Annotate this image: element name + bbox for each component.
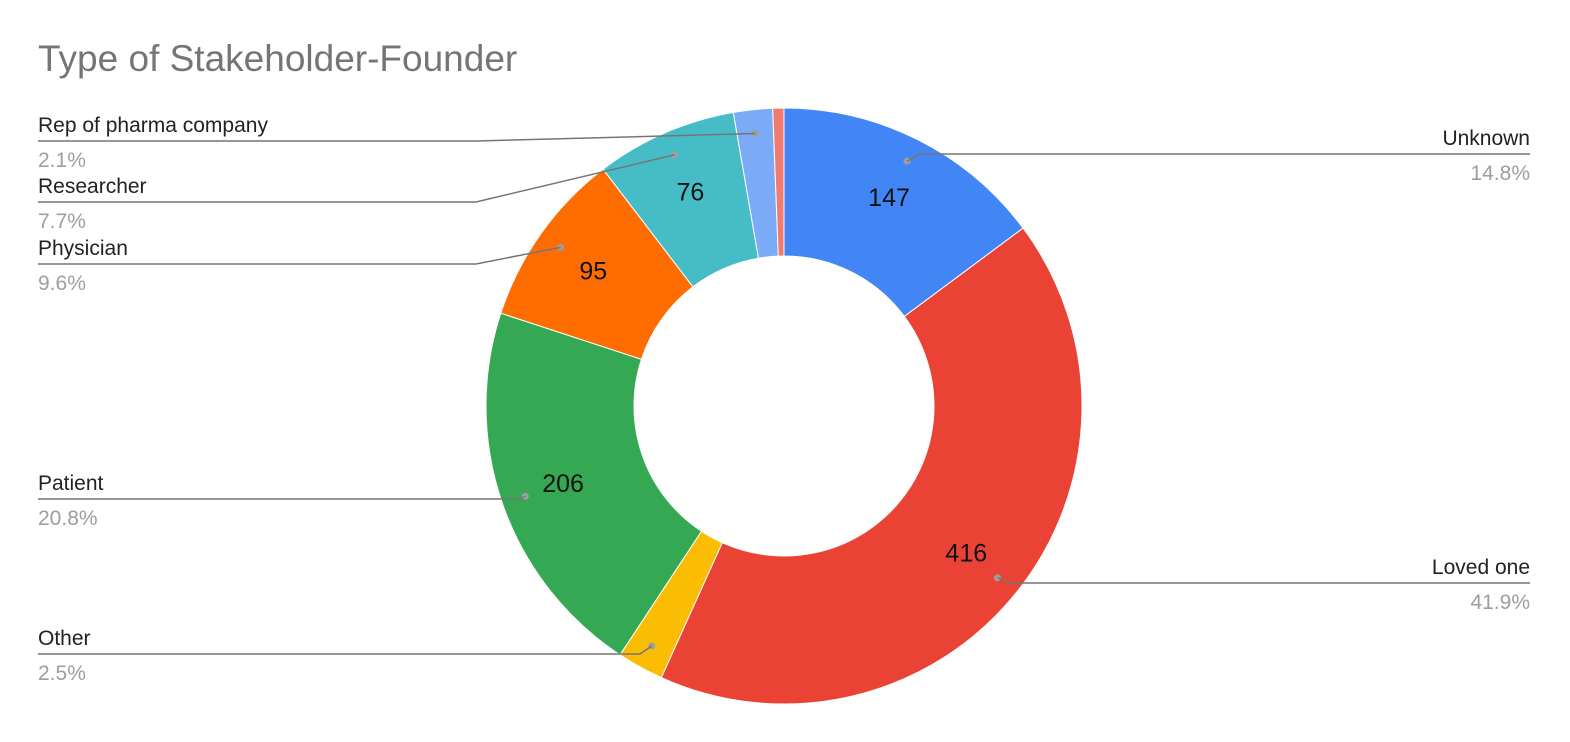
chart-title: Type of Stakeholder-Founder <box>38 38 518 79</box>
slice-label-rep-of-pharma-company: Rep of pharma company <box>38 114 268 137</box>
value-label-researcher: 76 <box>676 179 704 207</box>
leader-line-other <box>38 645 653 655</box>
labels-group: 147 Unknown 14.8% 416 Loved one 41.9% Other 2.5… <box>38 114 1530 685</box>
slice-label-unknown: Unknown <box>1442 127 1530 150</box>
slices-group <box>485 107 1083 705</box>
slice-label-other: Other <box>38 627 91 650</box>
slice-label-patient: Patient <box>38 472 104 495</box>
slice-unknown <box>783 107 1024 318</box>
value-label-patient: 206 <box>542 470 584 498</box>
leader-line-physician <box>38 246 561 265</box>
slice-loved-one <box>660 227 1083 705</box>
value-label-physician: 95 <box>579 258 607 286</box>
leader-line-loved-one <box>997 577 1530 584</box>
slice-percent-unknown: 14.8% <box>1470 162 1530 185</box>
slice-percent-patient: 20.8% <box>38 507 98 530</box>
slice-percent-physician: 9.6% <box>38 272 86 295</box>
value-label-loved-one: 416 <box>945 540 987 568</box>
slice-unlabeled-7 <box>772 107 785 257</box>
value-label-unknown: 147 <box>868 184 910 212</box>
slice-patient <box>485 312 703 656</box>
slice-percent-researcher: 7.7% <box>38 210 86 233</box>
leader-lines-group <box>38 129 1530 655</box>
slice-label-researcher: Researcher <box>38 175 147 198</box>
slice-label-physician: Physician <box>38 237 128 260</box>
slice-percent-loved-one: 41.9% <box>1470 591 1530 614</box>
leader-line-researcher <box>38 154 675 203</box>
slice-label-loved-one: Loved one <box>1432 556 1530 579</box>
leader-line-patient <box>38 495 526 500</box>
slice-percent-rep-of-pharma-company: 2.1% <box>38 149 86 172</box>
leader-line-unknown <box>906 153 1530 162</box>
leader-line-rep-of-pharma-company <box>38 132 756 142</box>
slice-percent-other: 2.5% <box>38 662 86 685</box>
